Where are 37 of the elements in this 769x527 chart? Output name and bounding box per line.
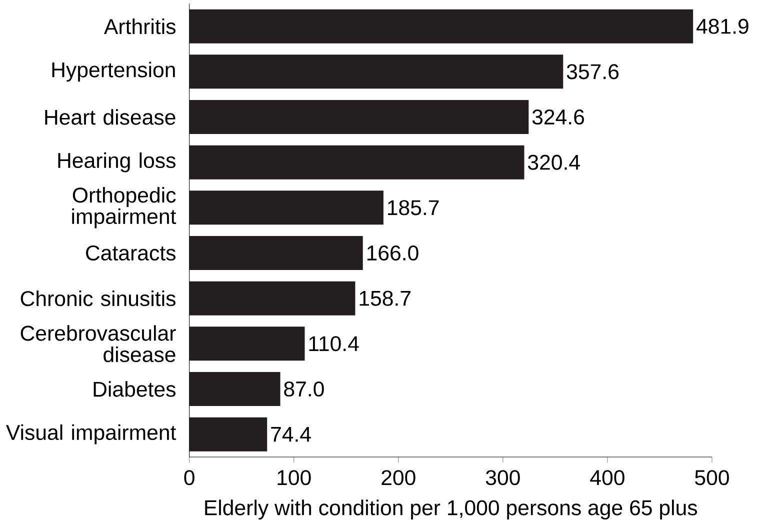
data-label: 87.0 [284, 381, 324, 397]
y-tick-label: Visual impairment [6, 424, 176, 444]
data-label: 166.0 [367, 245, 418, 261]
bar [189, 145, 524, 180]
data-label: 357.6 [566, 64, 618, 80]
y-tick-label: Hearing loss [58, 152, 176, 172]
bar [189, 372, 280, 406]
y-tick-label: Cerebrovascular disease [20, 325, 176, 362]
data-label: 320.4 [528, 154, 580, 170]
y-tick-label: Arthritis [104, 18, 176, 34]
bar [189, 100, 529, 134]
y-tick-label: Heart disease [45, 109, 176, 125]
bar [189, 417, 268, 452]
x-tick-label: 500 [695, 470, 729, 486]
y-tick-label: Orthopedic impairment [72, 187, 176, 228]
y-tick-label: Hypertension [52, 62, 175, 82]
bar [189, 326, 305, 361]
y-tick-label: Chronic sinusitis [20, 290, 176, 306]
x-tick-label: 100 [278, 470, 311, 486]
bar [189, 54, 564, 89]
bar [189, 281, 356, 316]
bar [189, 236, 363, 270]
x-axis-title: Elderly with condition per 1,000 persons age 65 plus [205, 500, 698, 520]
y-tick-label: Cataracts [86, 245, 176, 261]
data-label: 324.6 [532, 109, 584, 125]
data-label: 110.4 [309, 336, 359, 352]
x-tick-label: 0 [184, 470, 194, 486]
data-label: 74.4 [271, 426, 311, 442]
x-tick-label: 200 [382, 470, 416, 486]
x-tick-label: 400 [590, 470, 624, 486]
data-label: 185.7 [388, 200, 439, 216]
data-label: 481.9 [696, 18, 748, 34]
bar [189, 9, 694, 44]
y-tick-label: Diabetes [94, 381, 176, 397]
bar [189, 190, 384, 225]
x-tick-label: 300 [486, 470, 520, 486]
data-label: 158.7 [360, 290, 410, 306]
